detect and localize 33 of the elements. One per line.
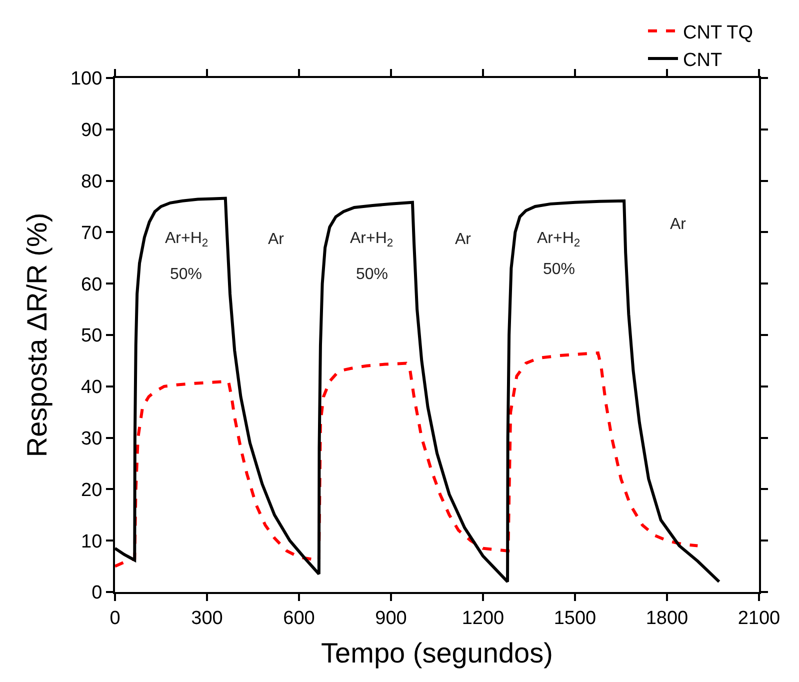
annotation: 50% — [356, 266, 388, 283]
y-axis-title: Resposta ΔR/R (%) — [22, 212, 53, 458]
legend-label: CNT TQ — [683, 22, 754, 44]
y-tick-label: 90 — [81, 120, 102, 142]
y-tick-label: 30 — [81, 428, 102, 450]
x-tick-label: 1500 — [554, 608, 596, 629]
annotation: Ar+H$_{2}$ — [350, 230, 394, 250]
x-tick-label: 1800 — [646, 608, 688, 629]
x-tick-label: 1200 — [462, 608, 504, 629]
line-series — [115, 351, 700, 568]
y-tick-label: 0 — [92, 582, 102, 604]
y-tick-label: 20 — [81, 480, 102, 501]
y-tick-label: 50 — [81, 326, 102, 347]
annotation: 50% — [170, 266, 202, 283]
y-tick-label: 60 — [81, 274, 102, 296]
x-tick-label: 300 — [191, 608, 223, 629]
annotation: 50% — [543, 261, 576, 278]
y-tick-label: 10 — [81, 531, 102, 552]
x-tick-label: 2100 — [738, 608, 780, 629]
y-tick-label: 40 — [81, 377, 102, 398]
legend-label: CNT — [683, 50, 722, 71]
annotation: Ar+H$_{2}$ — [537, 230, 580, 250]
y-tick-label: 80 — [81, 171, 102, 192]
x-tick-label: 900 — [375, 608, 407, 629]
annotation: Ar+H$_{2}$ — [165, 230, 208, 250]
annotation: Ar — [268, 231, 285, 248]
annotation: Ar — [670, 216, 687, 233]
x-axis-title: Tempo (segundos) — [321, 637, 553, 668]
x-tick-label: 0 — [110, 608, 120, 629]
y-tick-label: 70 — [81, 222, 102, 244]
y-tick-label: 100 — [70, 68, 102, 90]
x-tick-label: 600 — [283, 608, 315, 629]
annotation: Ar — [455, 231, 472, 248]
